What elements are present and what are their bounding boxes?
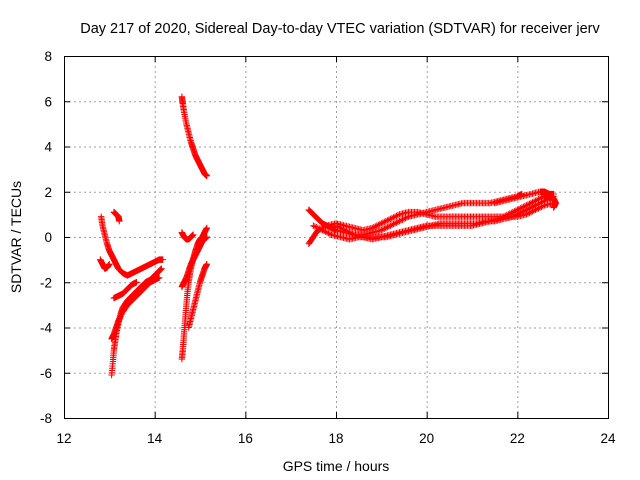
y-tick-label: 6 (44, 94, 52, 109)
plus-markers (108, 274, 163, 343)
x-tick-label: 14 (147, 431, 163, 446)
y-tick-label: 2 (44, 185, 52, 200)
plus-markers (97, 256, 113, 272)
y-tick-label: -6 (40, 366, 52, 381)
data-track (305, 190, 526, 238)
plus-markers (110, 208, 123, 225)
data-track (178, 224, 210, 363)
data-track (97, 213, 167, 279)
y-tick-label: -2 (40, 275, 52, 290)
plus-markers (178, 233, 210, 290)
plus-markers (178, 224, 210, 363)
data-track (110, 208, 123, 225)
plus-markers (185, 260, 210, 331)
data-track (110, 279, 140, 302)
x-tick-label: 24 (600, 431, 616, 446)
plus-markers (110, 279, 140, 302)
data-track (332, 190, 557, 243)
x-tick-label: 18 (328, 431, 343, 446)
plus-markers (178, 93, 210, 180)
x-tick-label: 20 (419, 431, 434, 446)
y-tick-label: 8 (44, 49, 52, 64)
y-axis-label: SDTVAR / TECUs (8, 181, 24, 293)
plus-markers (97, 213, 167, 279)
x-tick-label: 12 (56, 431, 71, 446)
x-tick-labels: 12 14 16 18 20 22 24 (56, 431, 616, 446)
plus-markers (178, 229, 197, 243)
axis-ticks (64, 56, 609, 419)
y-tick-labels: -8 -6 -4 -2 0 2 4 6 8 (40, 49, 53, 426)
plus-markers (332, 190, 557, 243)
data-track (178, 229, 197, 243)
x-tick-label: 16 (238, 431, 253, 446)
data-track (491, 188, 560, 211)
x-tick-label: 22 (510, 431, 525, 446)
y-tick-label: -4 (40, 321, 52, 336)
y-tick-label: 4 (44, 140, 52, 155)
data-track (178, 233, 210, 290)
data-track (185, 260, 210, 331)
plus-markers (491, 188, 560, 211)
data-track (310, 193, 557, 243)
chart-title: Day 217 of 2020, Sidereal Day-to-day VTE… (80, 21, 600, 37)
data-points (97, 93, 560, 379)
data-track (178, 93, 210, 180)
plus-markers (305, 190, 526, 238)
x-axis-label: GPS time / hours (283, 458, 390, 474)
y-tick-label: -8 (40, 411, 52, 426)
data-track (108, 274, 163, 343)
plus-markers (310, 193, 557, 243)
y-tick-label: 0 (44, 230, 52, 245)
data-track (97, 256, 113, 272)
